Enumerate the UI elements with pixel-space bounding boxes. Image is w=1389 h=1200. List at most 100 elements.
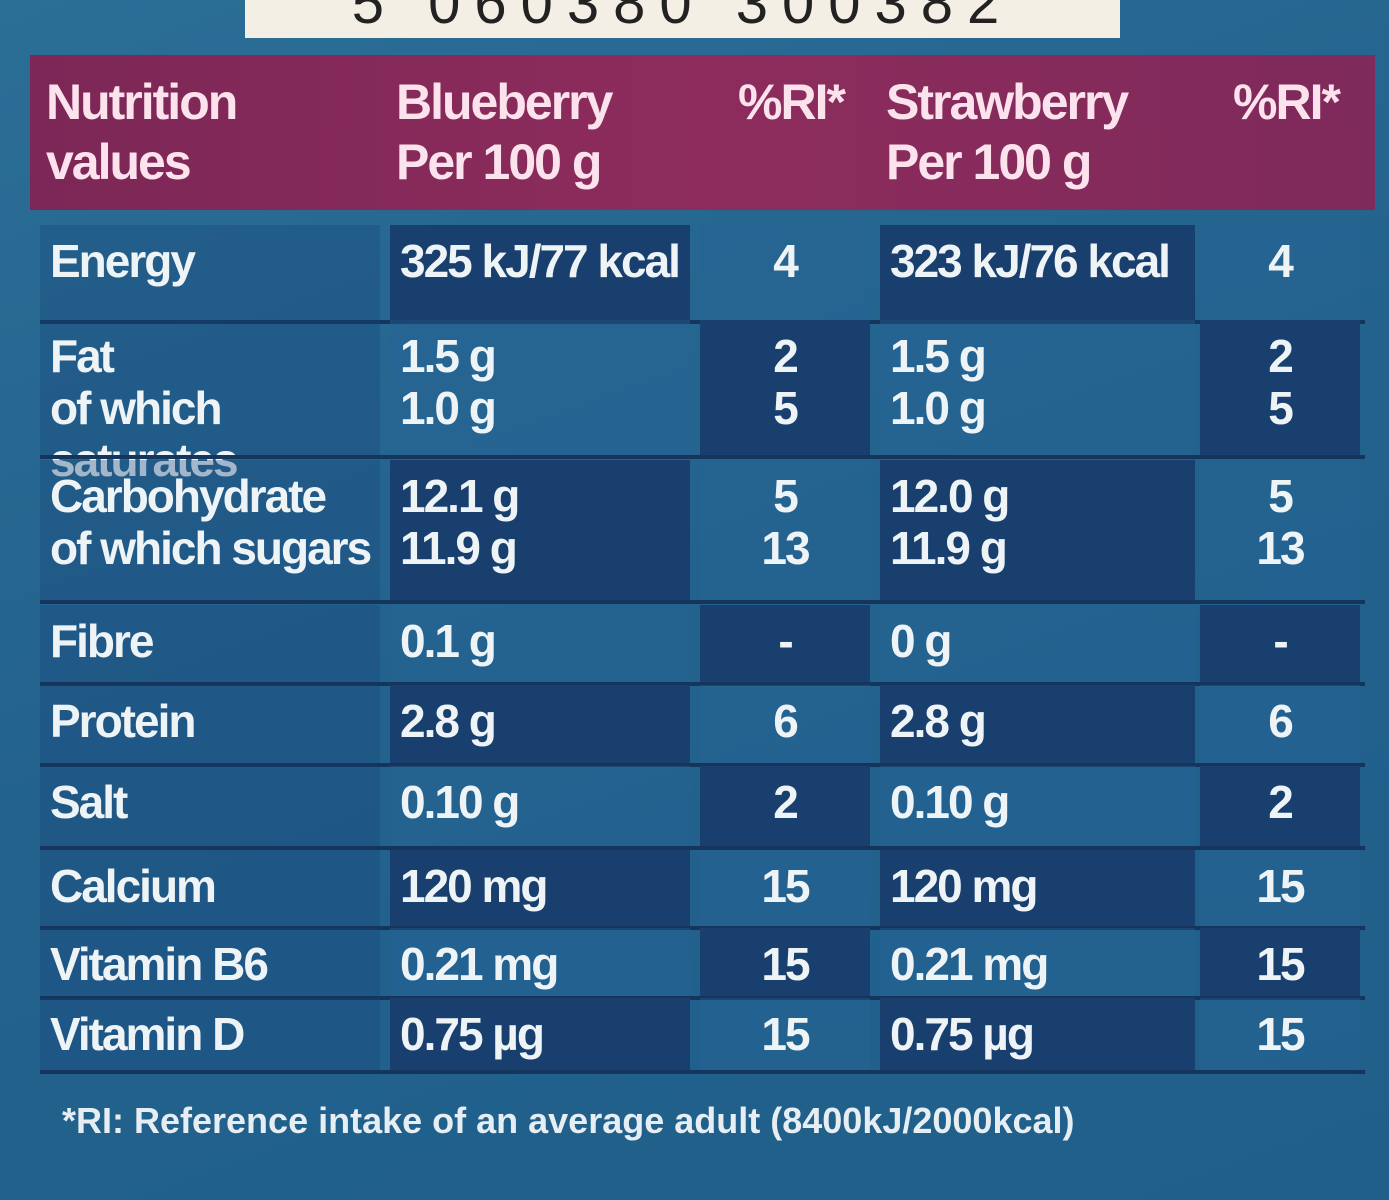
table-cell: 4 xyxy=(1200,225,1360,320)
cell-line: 325 kJ/77 kcal xyxy=(400,235,681,287)
table-cell: 15 xyxy=(700,850,870,926)
cell-line: 6 xyxy=(1268,695,1294,747)
table-cell: 2 xyxy=(1200,766,1360,846)
table-cell: 6 xyxy=(1200,685,1360,763)
table-cell: 15 xyxy=(700,928,870,996)
table-cell: Protein xyxy=(40,685,380,763)
cell-line: 15 xyxy=(761,860,810,912)
cell-line: Nutrition values xyxy=(46,74,238,190)
cell-line: - xyxy=(1273,615,1288,667)
cell-line: 13 xyxy=(761,522,810,574)
cell-line: 1.0 g xyxy=(890,382,987,434)
table-cell: 120 mg xyxy=(390,850,690,926)
cell-line: 13 xyxy=(1256,522,1305,574)
table-cell: 5 13 xyxy=(700,460,870,600)
cell-line: 2.8 g xyxy=(400,695,497,747)
cell-line: 2 xyxy=(1268,330,1294,382)
cell-line: 1.5 g xyxy=(400,330,497,382)
table-cell: - xyxy=(700,605,870,682)
table-cell: Energy xyxy=(40,225,380,320)
row-separator xyxy=(40,455,1365,459)
table-cell: 0.10 g xyxy=(880,766,1195,846)
cell-line: Fat xyxy=(50,330,115,382)
cell-line: 120 mg xyxy=(890,860,1039,912)
cell-line: of which saturates xyxy=(50,382,239,486)
cell-line: of which sugars xyxy=(50,522,372,574)
cell-line: 5 xyxy=(773,382,799,434)
cell-line: 0.21 mg xyxy=(400,938,559,990)
table-cell: 4 xyxy=(700,225,870,320)
cell-line: 2 xyxy=(1268,776,1294,828)
table-cell: 325 kJ/77 kcal xyxy=(390,225,690,320)
cell-line: 15 xyxy=(1256,938,1305,990)
table-cell: 323 kJ/76 kcal xyxy=(880,225,1195,320)
table-cell: 15 xyxy=(1200,850,1360,926)
table-cell: 0 g xyxy=(880,605,1195,682)
header-cell: Nutrition values xyxy=(46,60,386,210)
cell-line: 15 xyxy=(761,938,810,990)
table-cell: 12.1 g 11.9 g xyxy=(390,460,690,600)
table-cell: 2 xyxy=(700,766,870,846)
table-cell: 6 xyxy=(700,685,870,763)
table-cell: Vitamin D xyxy=(40,998,380,1070)
cell-line: 4 xyxy=(773,235,799,287)
row-separator xyxy=(40,846,1365,850)
cell-line: 1.0 g xyxy=(400,382,497,434)
table-cell: 0.10 g xyxy=(390,766,690,846)
table-cell: Fat of which saturates xyxy=(40,320,380,486)
cell-line: Energy xyxy=(50,235,196,287)
cell-line: 15 xyxy=(1256,1008,1305,1060)
table-cell: 2.8 g xyxy=(880,685,1195,763)
cell-line: 2.8 g xyxy=(890,695,987,747)
table-cell: Salt xyxy=(40,766,380,846)
table-cell: Fibre xyxy=(40,605,380,682)
table-cell: 0.21 mg xyxy=(880,928,1195,996)
table-cell: 0.1 g xyxy=(390,605,690,682)
row-separator xyxy=(40,600,1365,604)
cell-line: 2 xyxy=(773,330,799,382)
table-cell: 120 mg xyxy=(880,850,1195,926)
table-cell: 15 xyxy=(1200,928,1360,996)
cell-line: 11.9 g xyxy=(400,522,518,574)
cell-line: 5 xyxy=(1268,470,1294,522)
table-cell: 15 xyxy=(1200,998,1360,1070)
cell-line: Salt xyxy=(50,776,128,828)
table-cell: 2.8 g xyxy=(390,685,690,763)
cell-line: Per 100 g xyxy=(396,134,602,190)
cell-line: Blueberry xyxy=(396,74,613,130)
cell-line: Calcium xyxy=(50,860,217,912)
table-cell: Vitamin B6 xyxy=(40,928,380,996)
cell-line: %RI* xyxy=(738,74,846,130)
table-cell: 0.21 mg xyxy=(390,928,690,996)
table-cell: 0.75 µg xyxy=(880,998,1195,1070)
cell-line: Carbohydrate xyxy=(50,470,327,522)
row-separator xyxy=(40,682,1365,686)
cell-line: 0.75 µg xyxy=(400,1008,545,1060)
cell-line: 5 xyxy=(773,470,799,522)
cell-line: 0.21 mg xyxy=(890,938,1049,990)
cell-line: 323 kJ/76 kcal xyxy=(890,235,1171,287)
header-band xyxy=(30,55,1375,210)
row-separator xyxy=(40,1070,1365,1074)
cell-line: 15 xyxy=(761,1008,810,1060)
cell-line: 5 xyxy=(1268,382,1294,434)
cell-line: Per 100 g xyxy=(886,134,1092,190)
table-cell: 0.75 µg xyxy=(390,998,690,1070)
cell-line: 6 xyxy=(773,695,799,747)
table-cell: Carbohydrate of which sugars xyxy=(40,460,380,600)
table-cell: Calcium xyxy=(40,850,380,926)
cell-line: Vitamin D xyxy=(50,1008,245,1060)
table-cell: 12.0 g 11.9 g xyxy=(880,460,1195,600)
cell-line: 4 xyxy=(1268,235,1294,287)
cell-line: Fibre xyxy=(50,615,154,667)
cell-line: 0 g xyxy=(890,615,952,667)
table-cell: 1.5 g 1.0 g xyxy=(390,320,690,455)
cell-line: 0.75 µg xyxy=(890,1008,1035,1060)
table-cell: 5 13 xyxy=(1200,460,1360,600)
cell-line: Protein xyxy=(50,695,196,747)
cell-line: Strawberry xyxy=(886,74,1129,130)
header-cell: Strawberry Per 100 g xyxy=(886,60,1201,210)
